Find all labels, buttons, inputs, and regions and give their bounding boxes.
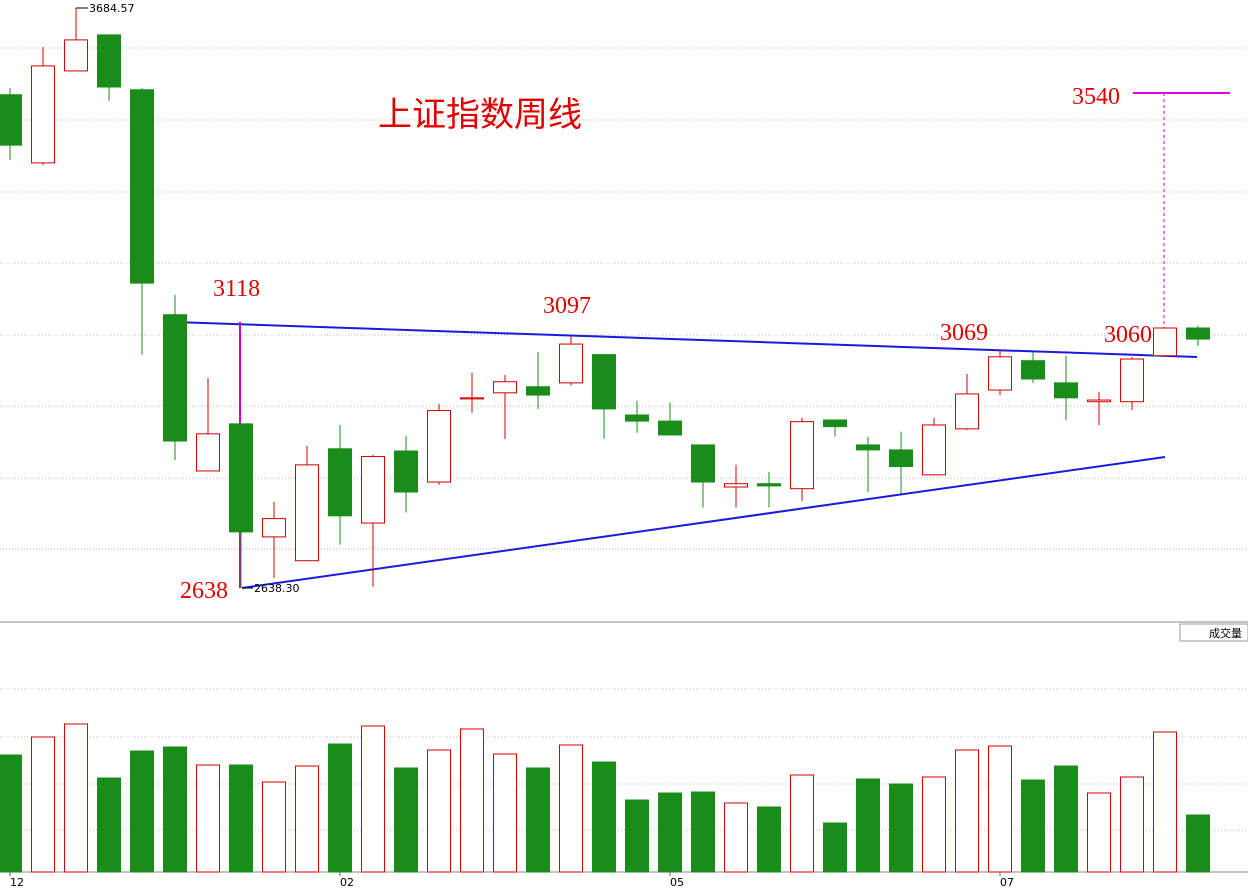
volume-bar — [394, 767, 418, 873]
volume-bar — [691, 791, 715, 873]
volume-bar — [0, 754, 22, 873]
volume-bar — [196, 764, 220, 873]
candle-body — [823, 419, 847, 428]
candle-body — [460, 397, 484, 400]
candle-body — [889, 449, 913, 468]
candle-body — [691, 444, 715, 483]
candle-body — [328, 448, 352, 517]
candle-body — [196, 433, 220, 472]
volume-bar — [1153, 731, 1177, 873]
candle-body — [559, 343, 583, 384]
candle-body — [1186, 327, 1210, 340]
volume-bar — [955, 749, 979, 873]
candle-body — [493, 381, 517, 394]
price-grid — [0, 47, 1248, 831]
candle-body — [1120, 358, 1144, 403]
volume-bar — [658, 792, 682, 873]
x-tick-label: 12 — [10, 876, 24, 889]
candle-body — [64, 39, 88, 72]
max-marker: 3684.57 — [76, 2, 135, 15]
candle-body — [0, 94, 22, 146]
volume-bar — [295, 765, 319, 873]
candle-body — [427, 410, 451, 483]
volume-bar — [1021, 779, 1045, 873]
candle-body — [625, 414, 649, 422]
chart-title: 上证指数周线 — [378, 95, 582, 135]
candle-body — [922, 424, 946, 476]
volume-bar — [922, 776, 946, 873]
volume-bar — [1186, 814, 1210, 873]
candle-body — [163, 314, 187, 442]
x-tick-label: 02 — [340, 876, 354, 889]
volume-bar — [130, 750, 154, 873]
volume-bar — [427, 749, 451, 873]
volume-bar — [757, 806, 781, 873]
candle-body — [295, 464, 319, 562]
volume-bar — [229, 764, 253, 873]
min-marker: 2638.30 — [242, 582, 300, 595]
volume-bar — [724, 802, 748, 873]
candle-body — [724, 483, 748, 488]
annotation: 3118 — [213, 276, 260, 302]
candle-body — [955, 393, 979, 430]
annotation: 3060 — [1104, 322, 1152, 348]
candle-body — [229, 423, 253, 533]
volume-bar — [361, 725, 385, 873]
volume-bar — [1087, 792, 1111, 873]
candle-body — [1054, 382, 1078, 399]
trendline-upper — [173, 321, 1198, 358]
candle-body — [856, 444, 880, 451]
volume-bar — [31, 736, 55, 873]
min-label: 2638.30 — [254, 582, 300, 595]
candle-body — [31, 65, 55, 164]
overlays — [173, 92, 1230, 589]
candle-body — [130, 89, 154, 284]
annotation: 3069 — [940, 320, 988, 346]
annotation: 3097 — [543, 293, 591, 319]
volume-bar — [262, 781, 286, 873]
candle-body — [97, 34, 121, 88]
candle-body — [592, 354, 616, 410]
candle-body — [1087, 399, 1111, 403]
volume-bar — [889, 783, 913, 873]
volume-bar — [1054, 765, 1078, 873]
volume-bar — [460, 728, 484, 873]
volume-bar — [97, 777, 121, 873]
candle-body — [790, 421, 814, 490]
x-tick-label: 05 — [670, 876, 684, 889]
volume-bar — [64, 723, 88, 873]
candle-body — [658, 420, 682, 436]
trendline-lower — [241, 456, 1166, 589]
volume-bar — [493, 753, 517, 873]
volume-label: 成交量 — [1209, 626, 1242, 640]
volume-bar — [625, 799, 649, 873]
candle-body — [1153, 327, 1177, 357]
annotation: 2638 — [180, 578, 228, 604]
volume-bar — [526, 767, 550, 873]
annotation: 3540 — [1072, 84, 1120, 110]
volume-bar — [988, 745, 1012, 873]
candle-body — [757, 483, 781, 487]
volume-bar — [1120, 776, 1144, 873]
volume-bar — [856, 778, 880, 873]
candle-body — [526, 386, 550, 396]
volume-label-box — [1179, 623, 1248, 642]
x-tick-label: 07 — [1000, 876, 1014, 889]
volume-bar — [559, 744, 583, 873]
candle-body — [988, 356, 1012, 391]
volume-bar — [328, 743, 352, 873]
candle-body — [394, 450, 418, 493]
candle-body — [1021, 360, 1045, 380]
volume-bar — [163, 746, 187, 873]
candle-body — [262, 518, 286, 538]
candle-body — [361, 456, 385, 524]
volume-bar — [592, 761, 616, 873]
max-label: 3684.57 — [89, 2, 135, 15]
volume-bar — [823, 822, 847, 873]
volume-bar — [790, 774, 814, 873]
